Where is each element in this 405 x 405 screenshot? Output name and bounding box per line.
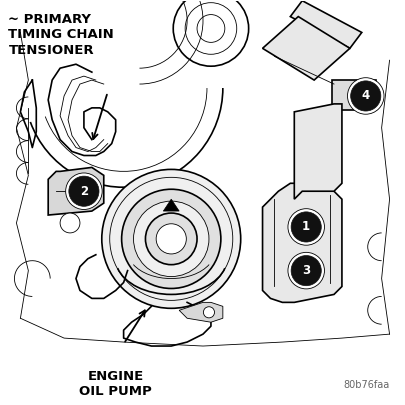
Polygon shape: [294, 104, 341, 199]
Text: 1: 1: [301, 220, 309, 233]
Polygon shape: [290, 1, 361, 48]
Circle shape: [203, 307, 214, 318]
Text: 80b76faa: 80b76faa: [343, 380, 389, 390]
FancyBboxPatch shape: [331, 80, 375, 110]
Circle shape: [347, 78, 383, 114]
Circle shape: [156, 224, 186, 254]
Circle shape: [122, 189, 220, 288]
Circle shape: [60, 213, 80, 233]
Circle shape: [290, 256, 320, 286]
Circle shape: [133, 201, 209, 277]
Circle shape: [69, 176, 99, 206]
Text: ~ PRIMARY
TIMING CHAIN
TENSIONER: ~ PRIMARY TIMING CHAIN TENSIONER: [9, 13, 114, 57]
Text: 2: 2: [80, 185, 88, 198]
Polygon shape: [48, 167, 104, 215]
Polygon shape: [262, 17, 349, 80]
Circle shape: [290, 212, 320, 242]
Circle shape: [287, 252, 324, 289]
Text: 4: 4: [361, 90, 369, 102]
Polygon shape: [163, 199, 179, 211]
Polygon shape: [179, 303, 222, 322]
Circle shape: [66, 173, 102, 209]
Text: ENGINE
OIL PUMP: ENGINE OIL PUMP: [79, 370, 152, 399]
Circle shape: [102, 169, 240, 308]
Polygon shape: [262, 183, 341, 303]
Circle shape: [287, 209, 324, 245]
Circle shape: [145, 213, 196, 264]
Circle shape: [350, 81, 380, 111]
Text: 3: 3: [301, 264, 309, 277]
